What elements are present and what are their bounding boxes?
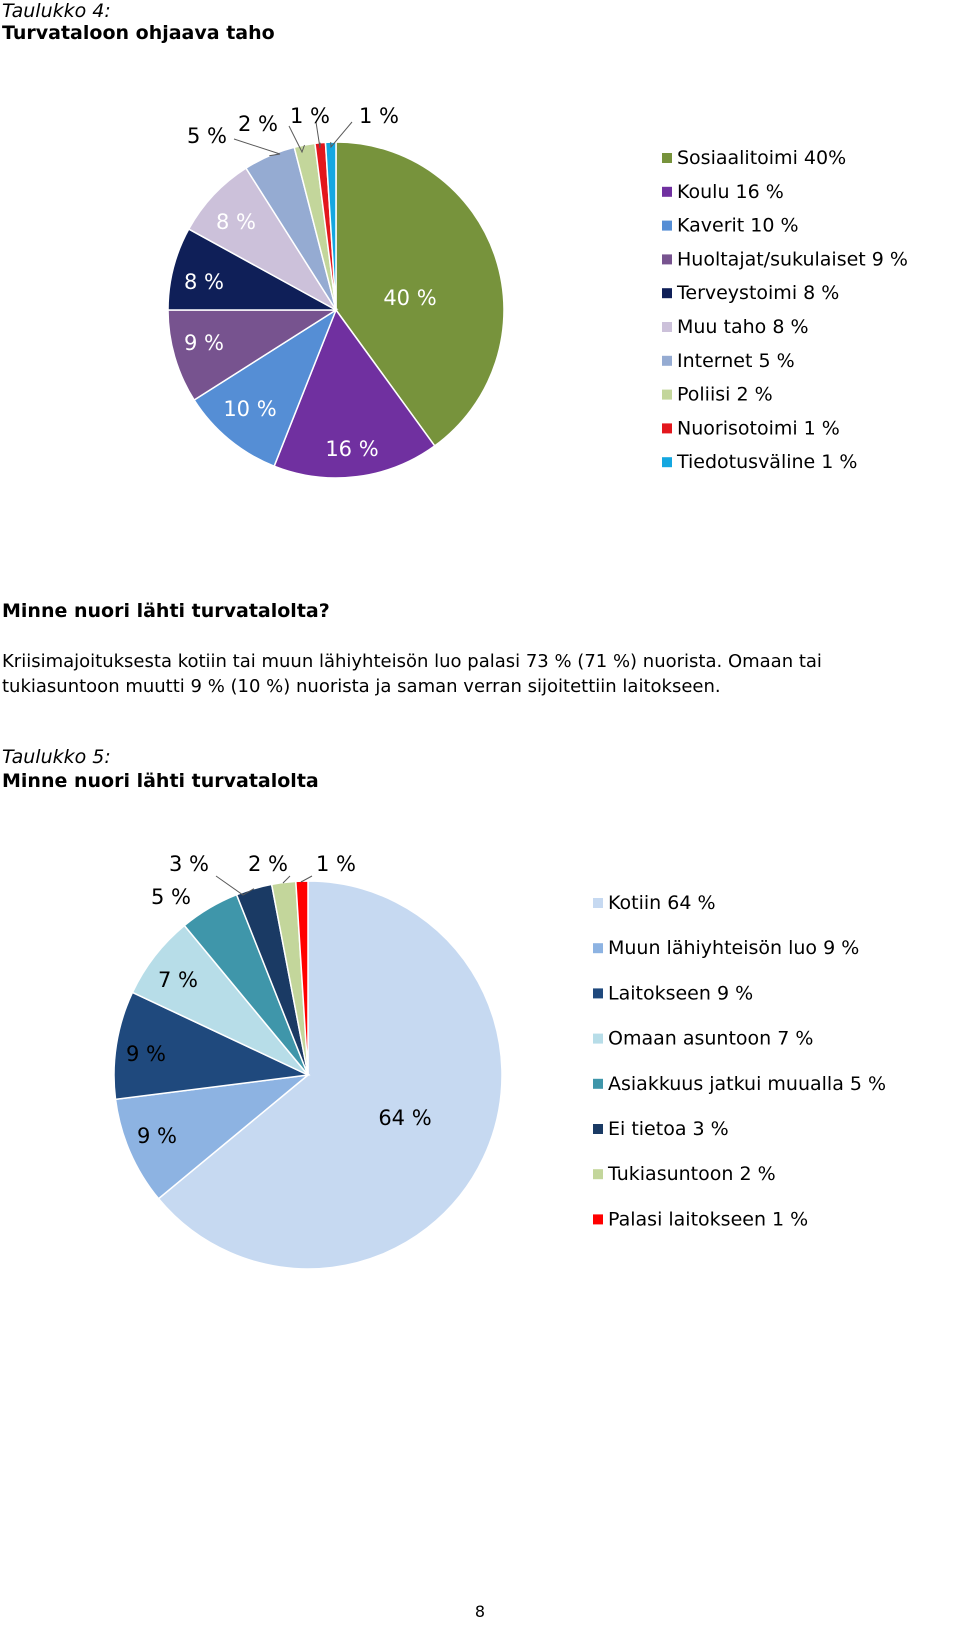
pie1-data-label: 9 % bbox=[184, 331, 224, 355]
table4-caption-number: Taulukko 4: bbox=[2, 0, 111, 22]
referral-pie-chart: 40 % Sosiaalitoimi 40% 16 % Koulu 16 % 10 % K… bbox=[167, 104, 908, 479]
pie2-legend-label: Tukiasuntoon 2 % bbox=[607, 1163, 776, 1185]
pie2-legend-swatch bbox=[593, 1124, 603, 1134]
pie1-leader-line bbox=[233, 138, 281, 157]
pie1-legend-label: Poliisi 2 % bbox=[677, 384, 773, 406]
pie1-legend-swatch bbox=[662, 186, 672, 197]
pie2-slice-kotiin-64 bbox=[157, 880, 503, 1270]
pie1-legend-label: Internet 5 % bbox=[677, 350, 795, 372]
pie2-legend-swatch bbox=[593, 1033, 603, 1044]
pie2-data-label: 3 % bbox=[169, 852, 209, 876]
pie1-leader-line bbox=[288, 125, 305, 154]
pie1-slice-koulu-16 bbox=[273, 308, 436, 479]
pie1-legend-label: Nuorisotoimi 1 % bbox=[677, 417, 840, 439]
table5-caption-title: Minne nuori lähti turvatalolta bbox=[2, 770, 319, 792]
pie1-data-label: 5 % bbox=[187, 124, 227, 148]
pie1-legend-swatch bbox=[662, 389, 672, 400]
pie2-data-label: 9 % bbox=[137, 1124, 177, 1148]
table5-caption-number: Taulukko 5: bbox=[2, 746, 111, 768]
pie1-data-label: 8 % bbox=[216, 210, 256, 234]
pie2-legend-swatch bbox=[593, 898, 603, 908]
pie1-slice-huoltajat-sukulaiset-9 bbox=[167, 309, 339, 402]
pie2-leader-line bbox=[282, 875, 291, 884]
pie2-legend-swatch bbox=[593, 1214, 603, 1225]
pie1-data-label: 1 % bbox=[290, 104, 330, 128]
pie1-legend-label: Muu taho 8 % bbox=[677, 316, 809, 338]
pie2-leader-line bbox=[300, 875, 313, 883]
pie2-legend-label: Ei tietoa 3 % bbox=[608, 1118, 729, 1140]
pie1-leader-line bbox=[315, 121, 321, 149]
pie1-legend-swatch bbox=[662, 322, 672, 332]
pie2-legend-swatch bbox=[593, 943, 603, 954]
pie1-legend-swatch bbox=[662, 423, 672, 434]
pie1-legend-label: Terveystoimi 8 % bbox=[676, 282, 839, 304]
pie1-data-label: 10 % bbox=[223, 397, 276, 421]
pie1-slice-kaverit-10 bbox=[193, 308, 338, 468]
page-number: 8 bbox=[474, 1602, 486, 1621]
pie2-legend-label: Palasi laitokseen 1 % bbox=[608, 1208, 808, 1230]
table4-caption-title: Turvataloon ohjaava taho bbox=[2, 22, 275, 44]
pie2-slice-muun-l-hiyhteis-n-luo-9 bbox=[114, 1073, 311, 1200]
pie2-data-label: 1 % bbox=[316, 852, 356, 876]
pie1-legend-label: Tiedotusväline 1 % bbox=[676, 451, 857, 473]
pie2-data-label: 2 % bbox=[248, 852, 288, 876]
pie2-data-label: 9 % bbox=[126, 1042, 166, 1066]
pie2-data-label: 5 % bbox=[151, 885, 191, 909]
pie2-legend-label: Kotiin 64 % bbox=[608, 892, 716, 914]
pie2-legend-swatch bbox=[593, 988, 603, 999]
pie1-data-label: 2 % bbox=[238, 112, 278, 136]
destination-pie-chart: 64 % Kotiin 64 % 9 % Muun lähiyhteisön luo … bbox=[113, 852, 886, 1270]
pie1-legend-label: Kaverit 10 % bbox=[677, 215, 799, 237]
pie2-slice-laitokseen-9 bbox=[113, 991, 311, 1101]
pie1-legend-label: Huoltajat/sukulaiset 9 % bbox=[677, 248, 908, 270]
pie2-legend-label: Laitokseen 9 % bbox=[608, 982, 753, 1004]
pie1-legend-swatch bbox=[662, 220, 672, 231]
pie1-data-label: 16 % bbox=[325, 437, 378, 461]
pie1-data-label: 40 % bbox=[383, 286, 436, 310]
paragraph-line-1: Kriisimajoituksesta kotiin tai muun lähi… bbox=[2, 651, 822, 672]
pie2-legend-swatch bbox=[593, 1078, 603, 1089]
pie1-data-label: 1 % bbox=[359, 104, 399, 128]
pie2-legend-swatch bbox=[593, 1169, 603, 1180]
paragraph-line-2: tukiasuntoon muutti 9 % (10 %) nuorista … bbox=[2, 676, 721, 697]
pie1-legend-swatch bbox=[662, 355, 672, 366]
pie1-data-label: 8 % bbox=[184, 270, 224, 294]
pie1-legend-swatch bbox=[662, 288, 672, 299]
pie1-slice-tiedotusv-line-1 bbox=[324, 141, 337, 311]
pie2-leader-line bbox=[215, 875, 255, 896]
pie2-data-label: 64 % bbox=[378, 1106, 431, 1130]
section-paragraph: Kriisimajoituksesta kotiin tai muun lähi… bbox=[2, 649, 952, 699]
pie1-legend-label: Koulu 16 % bbox=[677, 181, 784, 203]
pie1-legend-label: Sosiaalitoimi 40% bbox=[677, 147, 846, 169]
pie1-legend-swatch bbox=[662, 254, 672, 265]
pie2-legend-label: Omaan asuntoon 7 % bbox=[608, 1028, 813, 1050]
pie1-leader-line bbox=[330, 121, 353, 149]
pie2-data-label: 7 % bbox=[158, 968, 198, 992]
section-heading: Minne nuori lähti turvatalolta? bbox=[2, 600, 330, 622]
pie2-legend-label: Asiakkuus jatkui muualla 5 % bbox=[608, 1073, 886, 1095]
pie1-legend-swatch bbox=[662, 153, 672, 163]
pie1-slice-sosiaalitoimi-40 bbox=[335, 141, 505, 447]
pie2-legend-label: Muun lähiyhteisön luo 9 % bbox=[608, 937, 859, 959]
pie1-legend-swatch bbox=[662, 457, 672, 468]
